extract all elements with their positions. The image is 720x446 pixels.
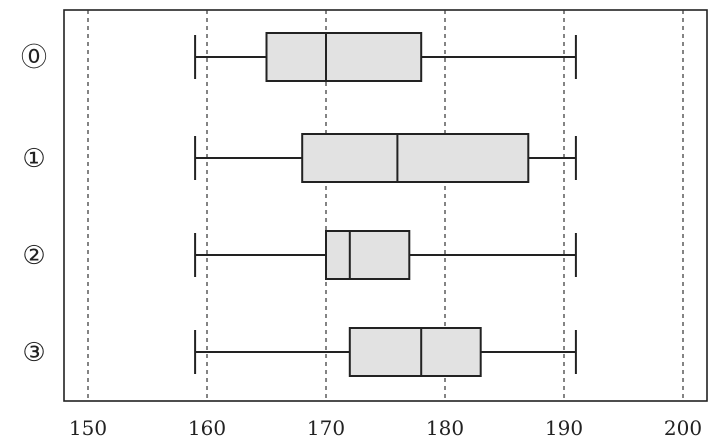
iqr-box bbox=[348, 327, 482, 377]
x-tick-label-170: 170 bbox=[307, 416, 345, 440]
plot-area-frame bbox=[63, 9, 708, 402]
iqr-box bbox=[301, 133, 530, 183]
x-tick-labels: 150 160 170 180 190 200 bbox=[69, 416, 702, 440]
boxes bbox=[194, 32, 577, 377]
x-tick-label-200: 200 bbox=[664, 416, 702, 440]
iqr-box bbox=[325, 230, 411, 280]
box-row-0 bbox=[194, 32, 577, 82]
box-row-2 bbox=[194, 230, 577, 280]
x-tick-label-190: 190 bbox=[545, 416, 583, 440]
x-tick-label-180: 180 bbox=[426, 416, 464, 440]
category-label-2: ② bbox=[22, 241, 45, 271]
box-row-1 bbox=[194, 133, 577, 183]
iqr-box bbox=[265, 32, 423, 82]
category-label-1: ① bbox=[22, 144, 45, 174]
category-label-3: ③ bbox=[22, 338, 45, 368]
category-labels: ⓪ ① ② ③ bbox=[21, 43, 47, 368]
box-row-3 bbox=[194, 327, 577, 377]
x-tick-label-160: 160 bbox=[188, 416, 226, 440]
gridlines bbox=[87, 10, 684, 401]
category-label-0: ⓪ bbox=[21, 43, 47, 73]
x-tick-label-150: 150 bbox=[69, 416, 107, 440]
